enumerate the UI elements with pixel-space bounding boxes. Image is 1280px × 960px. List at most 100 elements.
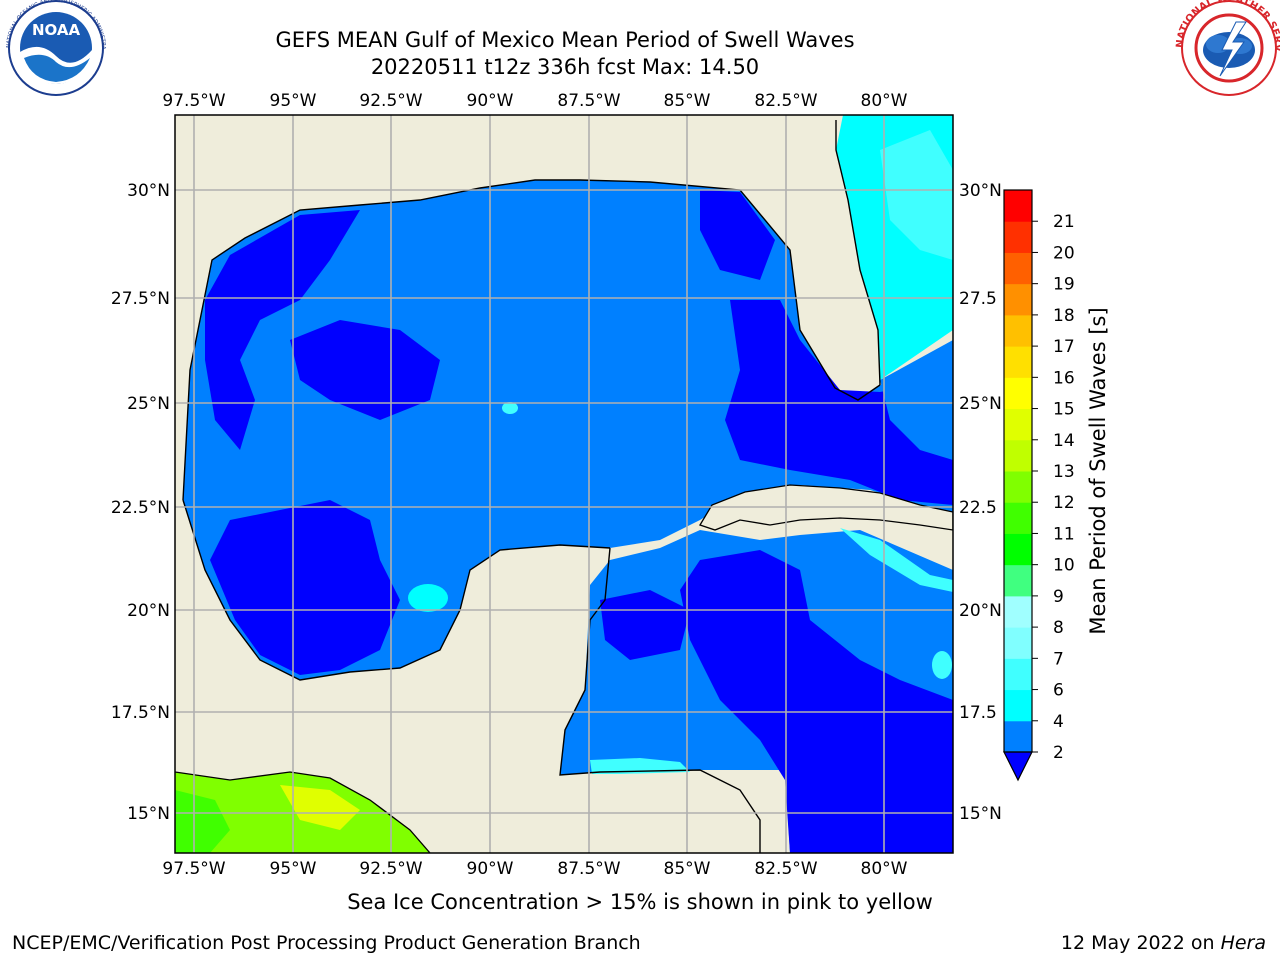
colorbar-tick-label: 18 bbox=[1053, 306, 1075, 326]
lon-labels-top: 97.5°W 95°W 92.5°W 90°W 87.5°W 85°W 82.5… bbox=[162, 91, 907, 111]
gulf-coastline bbox=[182, 179, 881, 681]
colorbar-segment bbox=[1004, 314, 1032, 347]
colorbar-tick-label: 14 bbox=[1053, 431, 1075, 451]
caribbean-cyan-dot bbox=[932, 651, 952, 679]
pacific-yellow bbox=[280, 785, 360, 830]
lon-label-bottom: 85°W bbox=[664, 859, 711, 879]
colorbar-extend-arrow bbox=[1003, 751, 1033, 782]
colorbar-segment bbox=[1004, 252, 1032, 285]
colorbar-tick-label: 6 bbox=[1053, 681, 1064, 701]
chart-subtitle: 20220511 t12z 336h fcst Max: 14.50 bbox=[370, 55, 760, 79]
colorbar-segment bbox=[1004, 471, 1032, 503]
colorbar-segment bbox=[1004, 283, 1032, 316]
lat-label-left: 25°N bbox=[127, 394, 170, 414]
credit-text: NCEP/EMC/Verification Post Processing Pr… bbox=[12, 932, 641, 954]
colorbar-tick-label: 8 bbox=[1053, 618, 1064, 638]
colorbar-segment bbox=[1004, 720, 1032, 753]
caribbean-cyan-strip bbox=[840, 528, 953, 592]
svg-text:NATIONAL WEATHER SERVICE: NATIONAL WEATHER SERVICE bbox=[0, 0, 1280, 52]
colorbar: 2 4 6 7 8 9 10 11 12 13 14 15 16 17 18 19 20 21 bbox=[1003, 189, 1075, 782]
chart-title: GEFS MEAN Gulf of Mexico Mean Period of … bbox=[275, 28, 855, 52]
lat-label-left: 15°N bbox=[127, 804, 170, 824]
pacific-green bbox=[175, 790, 230, 853]
lon-label-top: 82.5°W bbox=[754, 91, 817, 111]
gulf-low-period-ne bbox=[700, 190, 775, 280]
colorbar-tick-label: 21 bbox=[1053, 212, 1075, 232]
lat-label-left: 22.5°N bbox=[111, 498, 170, 518]
colorbar-tick-label: 17 bbox=[1053, 337, 1075, 357]
colorbar-segment bbox=[1004, 439, 1032, 472]
lon-label-bottom: 97.5°W bbox=[162, 859, 225, 879]
lon-label-top: 87.5°W bbox=[557, 91, 620, 111]
colorbar-segment bbox=[1004, 627, 1032, 659]
lon-label-bottom: 92.5°W bbox=[359, 859, 422, 879]
florida-east-coastline bbox=[835, 120, 881, 386]
gulf-low-period-central bbox=[290, 320, 440, 420]
lat-label-right: 25°N bbox=[959, 394, 1002, 414]
sea-ice-note: Sea Ice Concentration > 15% is shown in … bbox=[347, 890, 933, 914]
lat-label-left: 27.5°N bbox=[111, 289, 170, 309]
colorbar-segment bbox=[1004, 502, 1032, 534]
yucatan-coastline bbox=[559, 547, 761, 853]
colorbar-tick-label: 16 bbox=[1053, 368, 1075, 388]
lat-label-left: 30°N bbox=[127, 181, 170, 201]
gulf-cyan-patch bbox=[408, 584, 448, 612]
lat-label-right: 17.5 bbox=[959, 703, 997, 723]
lon-label-top: 92.5°W bbox=[359, 91, 422, 111]
lon-label-top: 97.5°W bbox=[162, 91, 225, 111]
date-stamp: 12 May 2022 on Hera bbox=[1061, 932, 1266, 954]
colorbar-segment bbox=[1004, 408, 1032, 441]
lat-label-right: 15°N bbox=[959, 804, 1002, 824]
colorbar-tick-label: 19 bbox=[1053, 275, 1075, 295]
lat-label-right: 22.5 bbox=[959, 498, 997, 518]
lat-labels-left: 30°N 27.5°N 25°N 22.5°N 20°N 17.5°N 15°N bbox=[111, 181, 170, 824]
lat-label-left: 17.5°N bbox=[111, 703, 170, 723]
lon-label-bottom: 90°W bbox=[467, 859, 514, 879]
lon-label-top: 85°W bbox=[664, 91, 711, 111]
colorbar-tick-label: 20 bbox=[1053, 243, 1075, 263]
colorbar-tick-label: 10 bbox=[1053, 556, 1075, 576]
lon-label-top: 95°W bbox=[270, 91, 317, 111]
map-gridlines bbox=[175, 115, 953, 853]
colorbar-segment bbox=[1004, 564, 1032, 597]
colorbar-label: Mean Period of Swell Waves [s] bbox=[1086, 307, 1110, 634]
lon-label-top: 80°W bbox=[861, 91, 908, 111]
map-frame bbox=[174, 114, 954, 854]
nws-logo: NATIONAL WEATHER SERVICE bbox=[0, 0, 1280, 96]
lon-label-top: 90°W bbox=[467, 91, 514, 111]
lon-label-bottom: 80°W bbox=[861, 859, 908, 879]
atlantic-blue-patch bbox=[880, 340, 953, 460]
gulf-low-period-sw bbox=[210, 500, 400, 675]
colorbar-tick-label: 2 bbox=[1053, 743, 1064, 763]
colorbar-tick-label: 4 bbox=[1053, 712, 1064, 732]
lon-labels-bottom: 97.5°W 95°W 92.5°W 90°W 87.5°W 85°W 82.5… bbox=[162, 859, 907, 879]
lat-label-right: 27.5 bbox=[959, 289, 997, 309]
colorbar-segment bbox=[1004, 595, 1032, 628]
svg-text:NOAA: NOAA bbox=[32, 21, 81, 39]
colorbar-tick-label: 7 bbox=[1053, 649, 1064, 669]
lon-label-bottom: 87.5°W bbox=[557, 859, 620, 879]
colorbar-tick-label: 9 bbox=[1053, 587, 1064, 607]
colorbar-tick-label: 13 bbox=[1053, 462, 1075, 482]
colorbar-segment bbox=[1004, 689, 1032, 722]
lon-label-bottom: 82.5°W bbox=[754, 859, 817, 879]
map-panel bbox=[175, 115, 953, 853]
colorbar-segment bbox=[1004, 533, 1032, 566]
lat-labels-right: 30°N 27.5 25°N 22.5 20°N 17.5 15°N bbox=[959, 181, 1002, 824]
caribbean-low-period-2 bbox=[600, 590, 690, 660]
colorbar-tick-label: 15 bbox=[1053, 400, 1075, 420]
atlantic-light bbox=[880, 130, 953, 260]
lat-label-right: 30°N bbox=[959, 181, 1002, 201]
machine-name: Hera bbox=[1220, 932, 1266, 954]
gulf-cyan-dot bbox=[502, 402, 518, 414]
pacific-coastline bbox=[175, 771, 431, 853]
noaa-logo: NOAA NATIONAL OCEANIC AND ATMOSPHERIC AD… bbox=[0, 0, 106, 96]
colorbar-segment bbox=[1004, 221, 1032, 253]
colorbar-segment bbox=[1004, 346, 1032, 378]
lat-label-left: 20°N bbox=[127, 601, 170, 621]
colorbar-segment bbox=[1004, 377, 1032, 410]
lon-label-bottom: 95°W bbox=[270, 859, 317, 879]
colorbar-segment bbox=[1004, 190, 1032, 222]
colorbar-tick-label: 12 bbox=[1053, 493, 1075, 513]
